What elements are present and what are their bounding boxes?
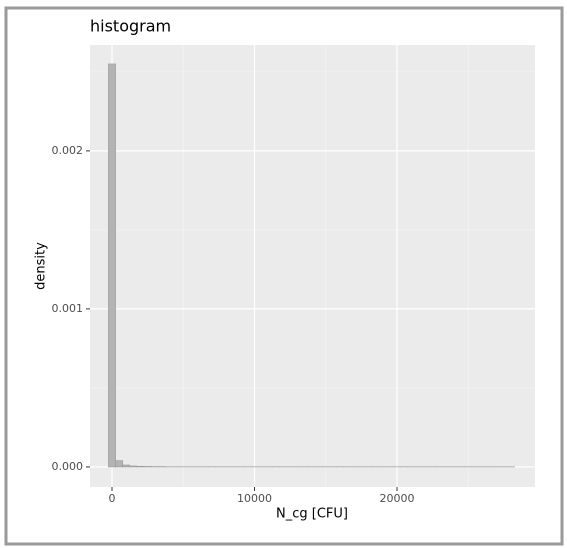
x-axis-label: N_cg [CFU] — [276, 507, 348, 522]
x-tick-label: 0 — [109, 492, 116, 505]
x-tick-label: 10000 — [237, 492, 272, 505]
bar — [122, 464, 131, 468]
chart-title: histogram — [90, 17, 171, 36]
bar — [129, 465, 138, 468]
bar — [115, 460, 123, 468]
y-tick-label: 0.000 — [52, 460, 84, 473]
y-tick-label: 0.002 — [52, 144, 84, 157]
y-axis-label: density — [34, 242, 49, 290]
panel — [90, 45, 535, 487]
bar — [108, 63, 116, 468]
bar — [136, 465, 145, 468]
y-tick-label: 0.001 — [52, 302, 84, 315]
x-tick-label: 20000 — [380, 492, 415, 505]
